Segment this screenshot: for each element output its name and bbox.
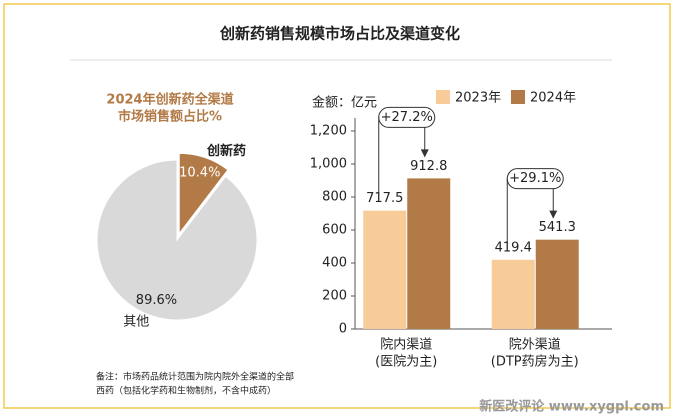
pie-title: 2024年创新药全渠道 xyxy=(106,92,233,108)
bar xyxy=(535,239,579,329)
frame xyxy=(3,3,671,409)
annotation-arrowhead xyxy=(420,149,429,158)
y-tick-label: 200 xyxy=(322,289,347,304)
bar-value-label: 717.5 xyxy=(366,191,403,206)
x-tick-label: 院外渠道 xyxy=(509,338,561,353)
bar-value-label: 419.4 xyxy=(495,240,532,255)
pie-slice xyxy=(96,159,258,321)
legend-swatch xyxy=(511,90,525,104)
annotation-arrowhead xyxy=(549,210,558,219)
y-axis-label: 金额：亿元 xyxy=(312,95,377,111)
bar-value-label: 541.3 xyxy=(539,220,576,235)
y-tick-label: 800 xyxy=(322,190,347,205)
chart-title: 创新药销售规模市场占比及渠道变化 xyxy=(219,25,460,43)
note: 西药（包括化学药和生物制剂，不含中成药） xyxy=(96,385,276,397)
pie-slice xyxy=(178,152,229,235)
annotation: +29.1% xyxy=(509,171,561,186)
y-tick-label: 400 xyxy=(322,256,347,271)
x-tick-label: 院内渠道 xyxy=(380,337,432,353)
y-tick-label: 0 xyxy=(339,322,347,337)
bar-value-label: 912.8 xyxy=(410,159,447,174)
legend-label: 2024年 xyxy=(530,91,576,106)
bar xyxy=(407,178,451,329)
pie-title: 市场销售额占比% xyxy=(118,109,222,125)
legend-label: 2023年 xyxy=(455,91,501,106)
pie-category-label: 创新药 xyxy=(206,143,246,159)
note: 备注：市场药品统计范围为院内院外全渠道的全部 xyxy=(96,371,294,383)
x-tick-label: (DTP药房为主) xyxy=(491,354,579,370)
pie-value-label: 10.4% xyxy=(179,165,220,180)
y-tick-label: 600 xyxy=(322,223,347,238)
y-tick-label: 1,000 xyxy=(310,157,347,172)
y-tick-label: 1,200 xyxy=(310,124,347,139)
annotation: +27.2% xyxy=(381,110,433,125)
watermark: 新医改评论 www.xygpl.com xyxy=(479,399,664,415)
bar xyxy=(491,259,535,329)
x-tick-label: (医院为主) xyxy=(375,355,437,370)
legend-swatch xyxy=(436,90,450,104)
pie-category-label: 其他 xyxy=(123,314,149,329)
bar xyxy=(363,210,407,329)
pie-value-label: 89.6% xyxy=(136,293,177,308)
